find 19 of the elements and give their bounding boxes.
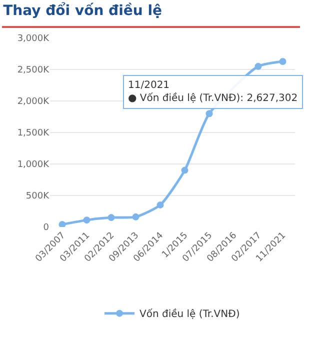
point xyxy=(156,201,164,208)
point xyxy=(58,220,66,227)
point xyxy=(181,166,188,174)
point xyxy=(206,110,213,118)
y-tick-label: 3,000K xyxy=(17,34,50,44)
point xyxy=(254,62,262,70)
chart-title: Thay đổi vốn điều lệ xyxy=(3,2,162,19)
y-tick-label: 2,500K xyxy=(17,66,50,76)
point xyxy=(132,213,140,220)
point xyxy=(83,216,90,224)
y-tick-label: 1,000K xyxy=(17,160,50,170)
y-tick-label: 1,500K xyxy=(17,128,50,139)
point xyxy=(279,58,286,65)
y-tick-label: 500K xyxy=(26,192,50,202)
annotation: 11/2021 ● Vốn điều lệ (Tr.VNĐ): 2,627,302 xyxy=(128,80,298,104)
y-tick-label: 2,000K xyxy=(17,97,50,108)
y-tick-label: 0 xyxy=(43,223,50,234)
point xyxy=(108,214,115,222)
legend-label: Vốn điều lệ (Tr.VNĐ) xyxy=(140,308,240,320)
